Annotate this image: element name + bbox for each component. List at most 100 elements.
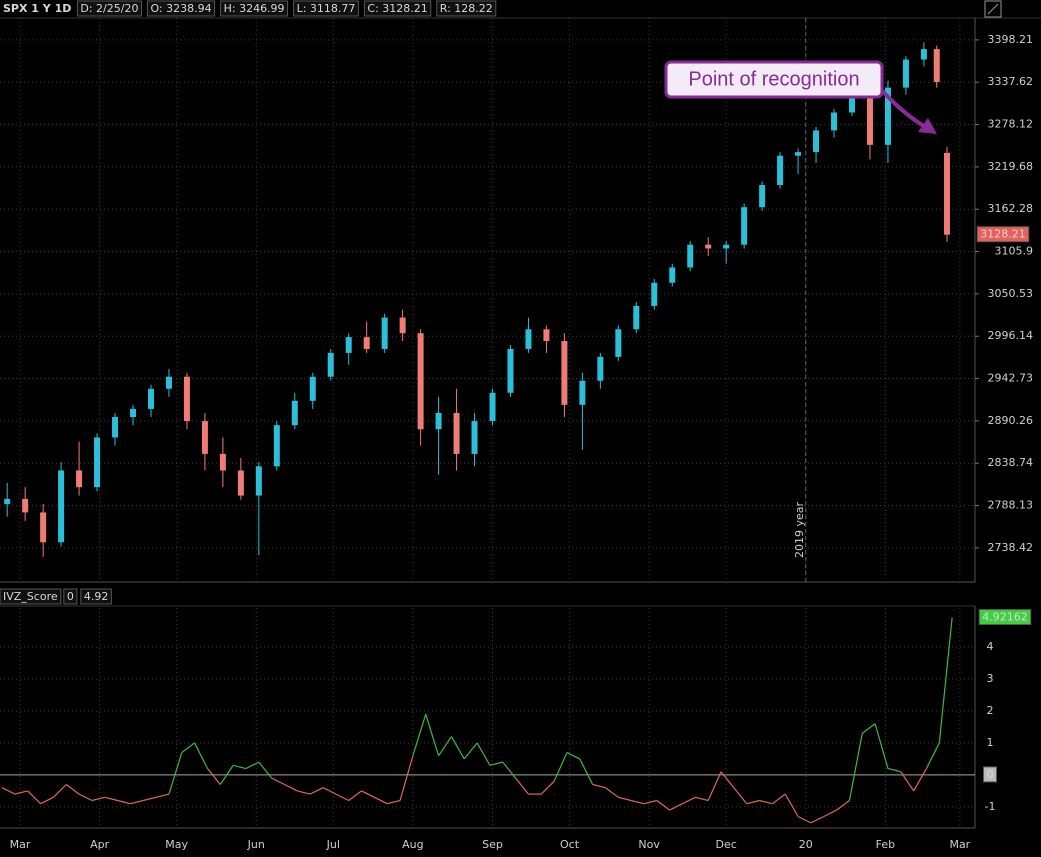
study-line-segment — [836, 800, 850, 811]
y-tick-label: 3219.68 — [988, 160, 1034, 173]
study-line-segment — [900, 771, 915, 792]
menu-icon[interactable] — [984, 0, 1002, 18]
study-line-segment — [322, 787, 337, 795]
annotation-box — [664, 60, 884, 99]
last-price-label-box — [976, 226, 1030, 243]
header-field: D: 2/25/20 — [80, 2, 138, 15]
candle-body — [944, 152, 951, 235]
candle-body — [40, 512, 47, 543]
study-line-segment — [540, 780, 555, 795]
candle-body — [4, 498, 11, 504]
candle-body — [866, 87, 873, 145]
header-field-box — [436, 0, 497, 17]
icon-frame[interactable] — [984, 0, 1002, 18]
study-line-segment — [155, 793, 170, 798]
candle-body — [831, 112, 838, 131]
study-line-segment — [566, 751, 581, 760]
study-line-segment — [502, 761, 517, 779]
candle-body — [112, 417, 119, 438]
study-line-segment — [143, 796, 157, 802]
x-tick-label: Nov — [638, 838, 660, 851]
study-line-segment — [219, 764, 234, 785]
candle-body — [255, 466, 262, 496]
candle-body — [669, 267, 676, 283]
y-tick-label: 2788.13 — [988, 499, 1034, 512]
candle-body — [58, 470, 65, 543]
study-line-segment — [797, 815, 812, 824]
candle-body — [273, 425, 280, 467]
header-field-box — [76, 0, 142, 17]
study-line-segment — [605, 787, 619, 798]
study-line-segment — [387, 799, 401, 805]
study-line-segment — [374, 796, 388, 805]
y-tick-label-box — [983, 766, 997, 783]
study-line-segment — [476, 742, 491, 766]
study-line-segment — [52, 784, 67, 798]
study-line-segment — [759, 799, 773, 805]
study-line-segment — [925, 742, 940, 769]
study-param: 4.92 — [84, 590, 109, 603]
candle-body — [165, 376, 172, 389]
candle-body — [561, 341, 568, 405]
study-line-segment — [271, 777, 285, 786]
x-tick-label: Jul — [326, 838, 340, 851]
candle-body — [777, 155, 784, 186]
y-tick-label: 3398.21 — [988, 33, 1034, 46]
study-param: 0 — [67, 590, 74, 603]
study-line-segment — [823, 809, 837, 818]
year-label: 2019 year — [793, 502, 806, 559]
y-tick-label: 2890.26 — [988, 414, 1034, 427]
study-line-segment — [425, 713, 440, 756]
candle-body — [76, 470, 83, 488]
symbol: SPX 1 Y 1D — [3, 2, 71, 15]
candle-body — [933, 49, 940, 82]
candle-body — [543, 329, 550, 342]
study-line-segment — [707, 771, 722, 801]
candle-body — [147, 388, 154, 409]
x-tick-label: May — [165, 838, 188, 851]
study-line-segment — [887, 767, 901, 773]
y-tick-label: 2996.14 — [988, 329, 1034, 342]
candle-body — [633, 305, 640, 330]
study-param-box — [80, 588, 112, 605]
study-line-segment — [104, 796, 118, 802]
study-line-segment — [579, 758, 594, 785]
study-line-segment — [913, 768, 927, 792]
candle-body — [417, 333, 424, 430]
candle-body — [741, 207, 748, 245]
study-line-segment — [309, 787, 324, 795]
study-line-segment — [631, 799, 645, 805]
y-tick-label: 3105.9 — [995, 245, 1034, 258]
study-line-segment — [874, 723, 889, 769]
candle-body — [363, 337, 370, 349]
last-value-label-box — [978, 609, 1032, 626]
y-tick-label: 2 — [987, 704, 994, 717]
study-line-segment — [168, 752, 183, 795]
study-line-segment — [1, 787, 16, 795]
candle-body — [489, 392, 496, 422]
study-line-segment — [682, 796, 696, 805]
study-line-segment — [450, 736, 465, 760]
candle-body — [94, 437, 101, 488]
study-line-segment — [78, 793, 93, 802]
study-line-segment — [553, 752, 568, 782]
study-line-segment — [810, 815, 825, 824]
candle-body — [435, 412, 442, 430]
candle-body — [201, 421, 208, 454]
study-line-segment — [772, 793, 786, 805]
study-line-segment — [643, 799, 657, 805]
candle-body — [795, 152, 802, 156]
candle-body — [453, 412, 460, 454]
study-line-segment — [733, 787, 748, 805]
header-field: C: 3128.21 — [367, 2, 427, 15]
header-field: O: 3238.94 — [150, 2, 211, 15]
y-tick-label: 3162.28 — [988, 202, 1034, 215]
candle-body — [219, 453, 226, 471]
study-line-segment — [40, 796, 54, 805]
study-line-segment — [489, 761, 503, 766]
icon-stroke[interactable] — [987, 3, 999, 15]
study-line-segment — [669, 803, 683, 811]
study-line-segment — [27, 790, 41, 805]
